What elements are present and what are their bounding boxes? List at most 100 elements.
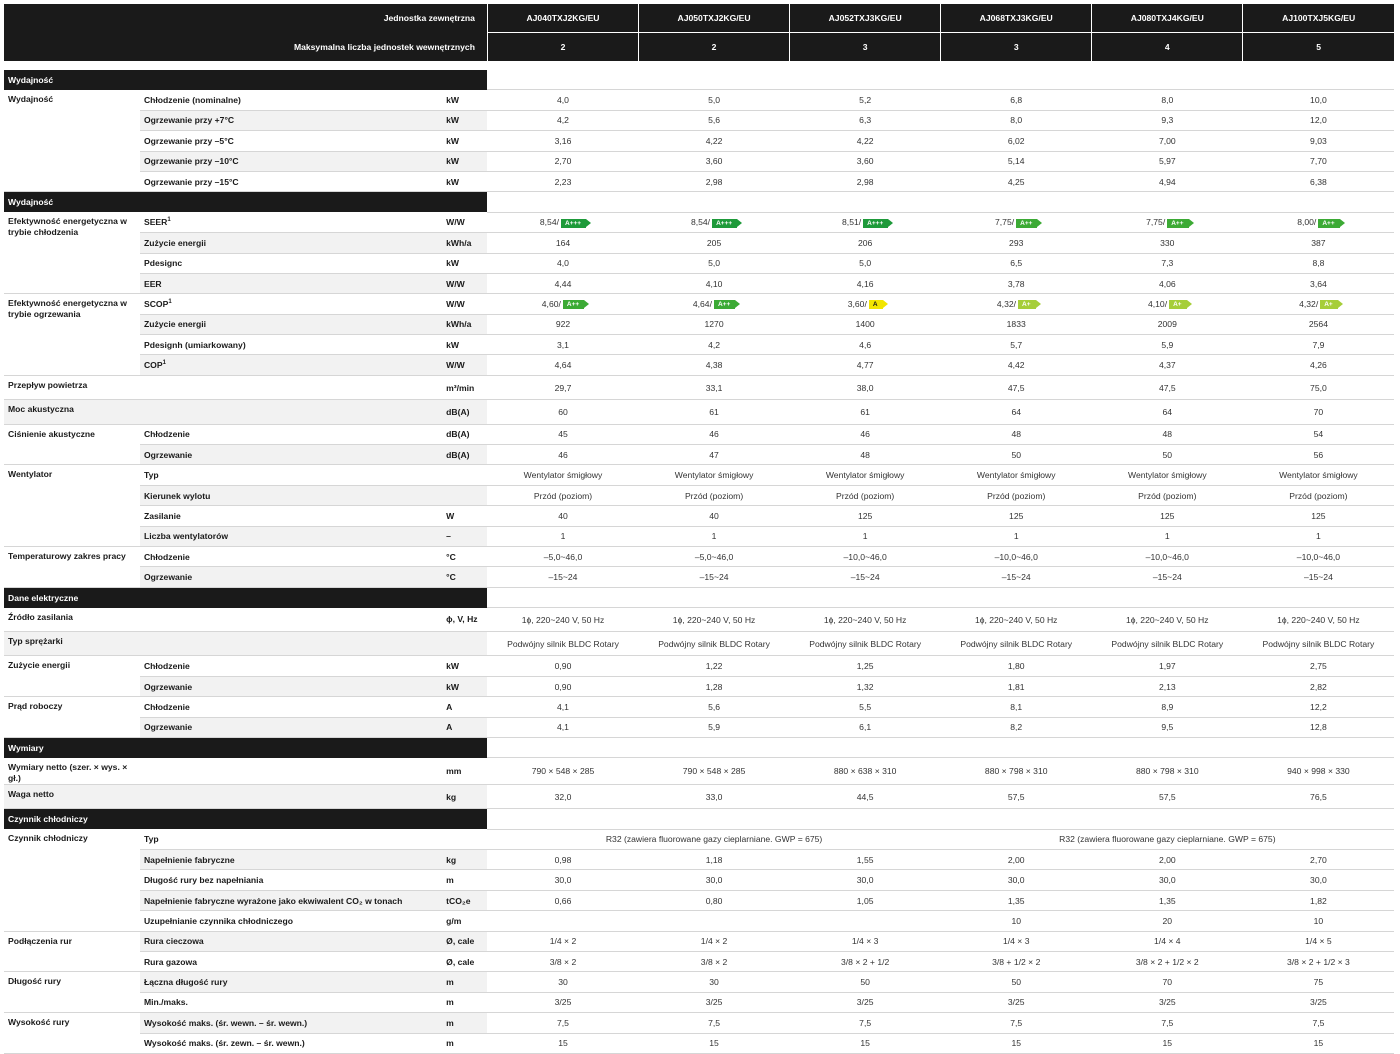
- value-text: 7,9: [1312, 339, 1325, 350]
- value-text: Podwójny silnik BLDC Rotary: [658, 638, 770, 649]
- value-text: 10: [1011, 915, 1021, 926]
- value-text: 30,0: [1007, 875, 1025, 886]
- value-cell: 50: [940, 444, 1092, 466]
- value-cell: 8,54/A+++: [487, 212, 639, 234]
- row-param-label: Łączna długość rury: [139, 971, 443, 993]
- row-param-label: [139, 757, 443, 785]
- value-cell: 1,28: [638, 676, 790, 698]
- value-cell: 1: [1091, 526, 1243, 547]
- value-text: Podwójny silnik BLDC Rotary: [1111, 638, 1224, 649]
- section-title: Wydajność: [4, 191, 488, 213]
- row-group-label: Wysokość rury: [4, 1012, 140, 1054]
- row-unit: [442, 485, 488, 507]
- value-text: 56: [1313, 449, 1324, 460]
- table-row: Typ sprężarki Podwójny silnik BLDC Rotary…: [4, 631, 1394, 657]
- value-cell: 5,14: [940, 151, 1092, 172]
- value-cell: 1: [638, 526, 790, 547]
- value-text: 4,22: [705, 135, 723, 146]
- value-cell: Przód (poziom): [487, 485, 639, 507]
- value-cell: –5,0~46,0: [638, 546, 790, 568]
- value-text: Wentylator śmigłowy: [1279, 470, 1358, 481]
- row-unit: kW: [442, 334, 488, 356]
- row-param-label: SEER1: [139, 212, 443, 234]
- section-header: Wydajność: [4, 191, 1394, 213]
- energy-class-badge: A+++: [712, 218, 743, 228]
- param-text: Ogrzewanie: [143, 681, 193, 692]
- value-cell: 40: [487, 505, 639, 527]
- value-cell: 3/25: [1091, 992, 1243, 1014]
- value-cell: 790 × 548 × 285: [487, 757, 639, 785]
- row-unit: –: [442, 526, 488, 547]
- value-cell: 8,00/A++: [1242, 212, 1394, 234]
- value-text: Przód (poziom): [1289, 490, 1348, 501]
- value-cell: 1/4 × 2: [487, 931, 639, 953]
- value-cell: 5,0: [638, 89, 790, 111]
- row-group-label: Typ sprężarki: [4, 631, 140, 657]
- value-cell: 46: [487, 444, 639, 466]
- value-cell: 1ɸ, 220~240 V, 50 Hz: [789, 607, 941, 633]
- value-text: 4,0: [557, 258, 569, 269]
- value-text: 15: [860, 1038, 870, 1049]
- row-param-label: Wysokość maks. (śr. zewn. – śr. wewn.): [139, 1033, 443, 1054]
- row-group-label: Wentylator: [4, 464, 140, 547]
- value-cell: 4,42: [940, 354, 1092, 376]
- value-text: 75,0: [1310, 382, 1327, 393]
- value-text: 2,98: [856, 176, 874, 187]
- value-text: 922: [555, 319, 571, 330]
- value-text: 1: [862, 531, 868, 542]
- row-param-label: Ogrzewanie: [139, 566, 443, 588]
- section-title: Dane elektryczne: [4, 587, 488, 608]
- value-text: 3/25: [554, 997, 572, 1008]
- value-cell: –15~24: [940, 566, 1092, 588]
- value-text: 4,16: [856, 278, 874, 289]
- section-header: Wydajność: [4, 70, 1394, 91]
- table-row: Ogrzewanie przy –5°C kW 3,16 4,22 4,22 6,02 7,…: [4, 130, 1394, 152]
- value-cell: 1,55: [789, 849, 941, 871]
- value-text: 330: [1160, 237, 1175, 248]
- value-text: 40: [709, 510, 719, 521]
- row-unit: kg: [442, 849, 488, 871]
- value-text: 880 × 638 × 310: [833, 766, 897, 777]
- value-text: 30,0: [856, 875, 874, 886]
- value-cell: 0,80: [638, 890, 790, 912]
- value-cell: 5,2: [789, 89, 941, 111]
- value-cell: 15: [1091, 1033, 1243, 1054]
- row-group-label: Długość rury: [4, 971, 140, 1014]
- value-text: 57,5: [1007, 791, 1025, 802]
- value-text: 1,80: [1007, 661, 1025, 672]
- value-text: 50: [1011, 449, 1021, 460]
- max-indoor-value: 2: [638, 32, 790, 61]
- value-text: 1,35: [1158, 895, 1176, 906]
- value-text: 125: [1009, 510, 1024, 521]
- value-cell: Wentylator śmigłowy: [487, 464, 639, 486]
- value-cell: 6,8: [940, 89, 1092, 111]
- section-header: Wymiary: [4, 737, 1394, 759]
- value-text: 1400: [855, 319, 875, 330]
- value-text: 6,02: [1007, 135, 1025, 146]
- value-cell: 206: [789, 232, 941, 254]
- value-cell: 2,75: [1242, 655, 1394, 677]
- value-cell: 790 × 548 × 285: [638, 757, 790, 785]
- value-cell: 8,0: [1091, 89, 1243, 111]
- value-cell: 9,3: [1091, 110, 1243, 132]
- value-cell: –10,0~46,0: [789, 546, 941, 568]
- max-indoor-value: 2: [486, 32, 639, 61]
- row-unit: dB(A): [442, 424, 488, 446]
- value-text: 5,7: [1010, 339, 1023, 350]
- value-text: 3/25: [1158, 997, 1176, 1008]
- value-cell: 8,51/A+++: [789, 212, 941, 234]
- value-text: 1ɸ, 220~240 V, 50 Hz: [974, 614, 1058, 625]
- value-cell: 125: [789, 505, 941, 527]
- row-unit: kW: [442, 110, 488, 132]
- value-text: 50: [860, 977, 870, 988]
- row-param-label: Rura cieczowa: [139, 931, 443, 953]
- param-text: Uzupełnianie czynnika chłodniczego: [143, 915, 293, 926]
- value-cell: Podwójny silnik BLDC Rotary: [1242, 631, 1394, 657]
- value-cell: 1: [1242, 526, 1394, 547]
- param-text: Chłodzenie: [143, 701, 190, 712]
- row-unit: W: [442, 505, 488, 527]
- value-text: 387: [1311, 237, 1326, 248]
- row-group-label: Efektywność energetyczna w trybie ogrzew…: [4, 293, 140, 376]
- table-row: Długość rury Łączna długość rury m 30 30 50 50…: [4, 971, 1394, 1014]
- value-text: 46: [709, 429, 719, 440]
